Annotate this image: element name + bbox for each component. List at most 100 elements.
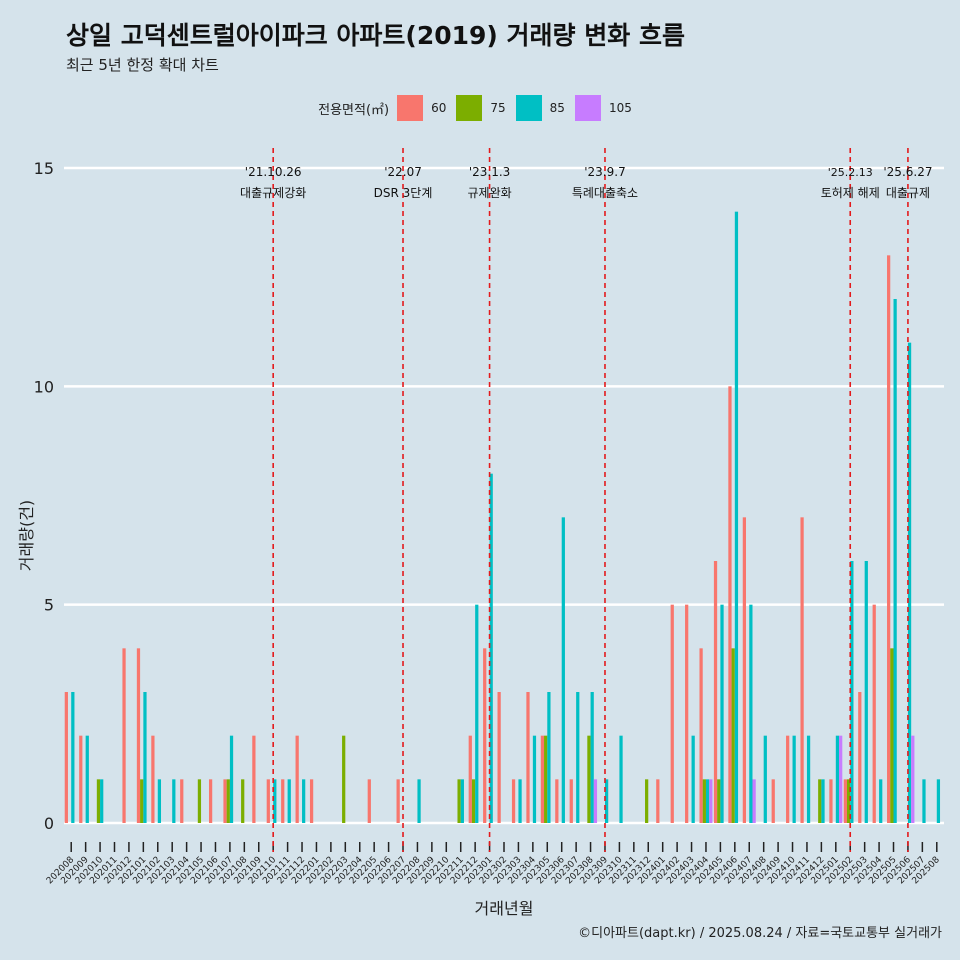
legend-label-75: 75 [490, 101, 506, 115]
bar-202507-85 [922, 779, 926, 823]
bar-202211-85 [460, 779, 464, 823]
annotation-label-202506: 대출규제 [886, 186, 930, 200]
bar-202305-60 [540, 735, 545, 823]
bar-202010-75 [96, 779, 101, 823]
bar-202503-85 [864, 561, 868, 823]
annotation-label-202207: DSR 3단계 [374, 186, 433, 200]
bar-202405-60 [713, 561, 718, 823]
bar-202309-85 [604, 779, 609, 823]
bar-202304-60 [526, 692, 530, 823]
bar-202010-85 [100, 779, 104, 823]
bar-202403-60 [685, 604, 689, 823]
legend-label-85: 85 [549, 101, 565, 115]
bar-202211-75 [457, 779, 461, 823]
bar-202107-75 [226, 779, 230, 823]
legend-item-105: 105 [574, 95, 632, 121]
bar-202407-85 [749, 604, 753, 823]
bar-202412-75 [818, 779, 822, 823]
legend-label-60: 60 [431, 101, 447, 115]
legend-swatch-85 [515, 95, 542, 121]
bar-202009-85 [85, 735, 89, 823]
bar-202404-75 [702, 779, 706, 823]
bar-202104-60 [180, 779, 184, 823]
bar-202301-85 [489, 473, 493, 823]
bar-202107-85 [229, 735, 234, 823]
bar-202406-85 [734, 211, 739, 823]
bar-202308-75 [587, 735, 591, 823]
bar-202502-85 [850, 561, 854, 823]
bar-202504-60 [872, 604, 876, 823]
bar-202208-85 [417, 779, 421, 823]
bar-202406-60 [728, 386, 732, 823]
annotation-label-202110: 대출규제강화 [240, 186, 306, 200]
legend-swatch-75 [456, 95, 483, 121]
annotation-date-202207: '22.07 [384, 165, 422, 179]
bar-202008-85 [71, 692, 75, 823]
bar-202112-85 [302, 779, 306, 823]
bar-202502-75 [846, 779, 851, 823]
bar-202404-105 [709, 779, 713, 823]
bar-202407-60 [742, 517, 746, 823]
bar-202502-60 [843, 779, 847, 823]
bar-202405-75 [717, 779, 721, 823]
annotation-date-202301: '23.1.3 [469, 165, 510, 179]
y-axis-label: 거래량(건) [17, 500, 36, 571]
bar-202401-60 [656, 779, 660, 823]
legend-item-85: 85 [515, 95, 565, 121]
bar-202312-75 [645, 779, 649, 823]
y-tick-label: 5 [44, 596, 54, 615]
legend-item-75: 75 [456, 95, 506, 121]
bar-202307-85 [576, 692, 580, 823]
bar-202412-85 [821, 779, 825, 823]
y-tick-label: 15 [34, 159, 54, 178]
bar-202203-75 [342, 735, 346, 823]
bar-202305-85 [547, 692, 551, 823]
bar-202205-60 [367, 779, 371, 823]
chart-title: 상일 고덕센트럴아이파크 아파트(2019) 거래량 변화 흐름 [66, 21, 685, 50]
bar-202302-60 [497, 692, 501, 823]
bar-202111-85 [287, 779, 291, 823]
annotation-date-202506: '25.6.27 [883, 165, 932, 179]
bar-202109-60 [252, 735, 256, 823]
bar-202505-85 [893, 299, 897, 823]
annotation-label-202502: 토허제 해제 [821, 186, 880, 200]
bar-202410-60 [786, 735, 790, 823]
bar-202308-105 [593, 779, 598, 823]
bar-202408-85 [763, 735, 767, 823]
bar-202201-60 [309, 779, 314, 823]
chart-subtitle: 최근 5년 한정 확대 차트 [66, 56, 219, 74]
annotation-date-202502: '25.2.13 [828, 166, 873, 179]
bar-202406-75 [731, 648, 735, 823]
bar-202107-60 [223, 779, 227, 823]
annotation-date-202309: '23.9.7 [584, 165, 625, 179]
bar-202301-60 [483, 648, 487, 823]
bar-202111-60 [281, 779, 285, 823]
bar-202102-60 [151, 735, 155, 823]
bar-202306-60 [555, 779, 559, 823]
legend: 전용면적(㎡) 60 75 85 105 [0, 94, 960, 122]
bar-202303-85 [518, 779, 522, 823]
bar-202404-85 [705, 779, 710, 823]
bar-202112-60 [295, 735, 299, 823]
bar-202405-85 [720, 604, 724, 823]
bar-202212-60 [468, 735, 472, 823]
bar-202110-85 [273, 779, 277, 823]
bar-202410-85 [792, 735, 796, 823]
bar-202505-60 [887, 255, 891, 824]
bar-202304-85 [532, 735, 537, 823]
bar-202212-75 [471, 779, 476, 823]
bar-202503-60 [858, 692, 862, 823]
bar-202501-85 [835, 735, 840, 823]
bar-202110-60 [266, 779, 270, 823]
legend-label-105: 105 [608, 101, 632, 115]
bar-202108-75 [241, 779, 245, 823]
bar-202101-75 [140, 779, 144, 823]
bar-202106-60 [208, 779, 213, 823]
bar-202411-85 [806, 735, 811, 823]
bar-202501-60 [829, 779, 833, 823]
bar-202009-60 [79, 735, 83, 823]
bar-202101-85 [143, 692, 147, 823]
bar-202402-60 [670, 604, 674, 823]
caption: ©디아파트(dapt.kr) / 2025.08.24 / 자료=국토교통부 실… [578, 926, 942, 941]
